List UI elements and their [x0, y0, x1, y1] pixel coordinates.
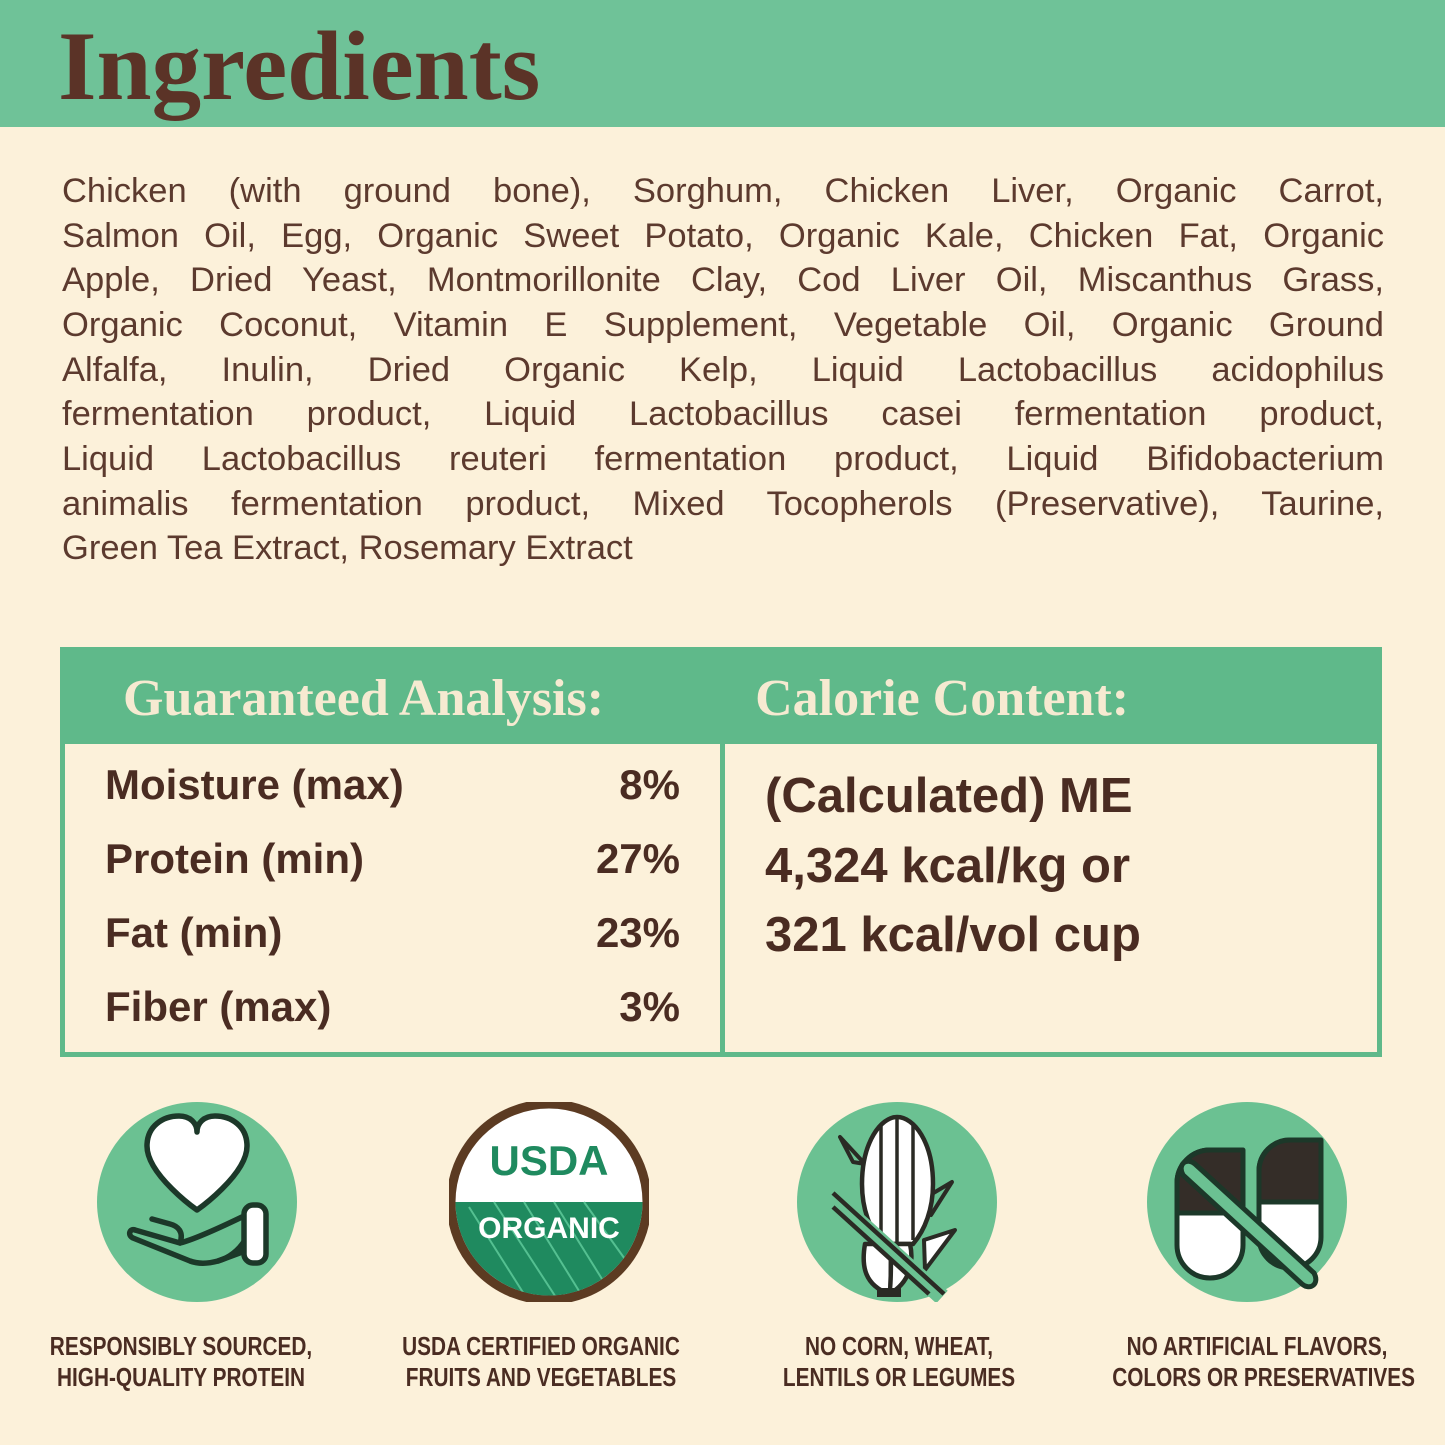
svg-text:USDA: USDA [489, 1137, 608, 1184]
svg-text:ORGANIC: ORGANIC [478, 1212, 620, 1245]
